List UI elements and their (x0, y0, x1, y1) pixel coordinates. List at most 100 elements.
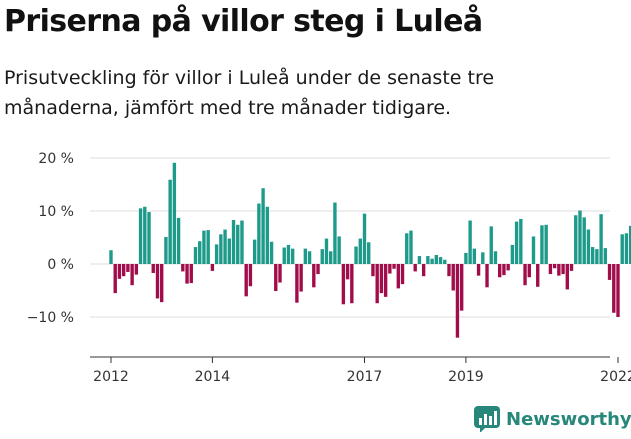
bar (430, 258, 434, 264)
bar (126, 264, 130, 272)
bar (143, 206, 147, 264)
bar (603, 248, 608, 264)
bar (210, 264, 215, 271)
bar (117, 264, 122, 279)
bar (434, 254, 439, 264)
bar (595, 249, 599, 264)
brand-badge[interactable]: Newsworthy (474, 406, 631, 432)
bar (455, 264, 460, 338)
bar (447, 264, 451, 277)
bar (383, 264, 388, 297)
bar (244, 264, 248, 297)
bar (278, 264, 282, 283)
bar (388, 264, 392, 274)
bar (536, 264, 540, 287)
bar (489, 226, 493, 264)
bar (316, 264, 320, 275)
bar (333, 202, 337, 264)
bar (367, 242, 371, 264)
bar (109, 250, 113, 264)
bar (269, 241, 274, 264)
bar (257, 203, 261, 264)
bar (240, 220, 244, 264)
bar (451, 264, 455, 291)
bar (421, 264, 426, 277)
bar (396, 264, 400, 289)
x-tick-label: 2019 (448, 369, 484, 385)
bar (481, 252, 485, 264)
bar (113, 264, 117, 294)
bar (307, 251, 312, 264)
bar (185, 264, 189, 284)
bar (312, 264, 316, 288)
bar (548, 264, 553, 275)
bar (160, 264, 164, 303)
bar (468, 220, 472, 264)
y-tick-label: −10 % (27, 310, 74, 326)
bar (345, 264, 350, 280)
bar (379, 264, 384, 294)
bar (151, 264, 155, 274)
bar (443, 259, 447, 264)
bar (392, 264, 396, 269)
bar (337, 236, 341, 264)
bar (620, 234, 624, 264)
y-tick-label: 10 % (38, 204, 74, 220)
bar (426, 256, 430, 264)
bar (612, 264, 616, 313)
bar (519, 218, 523, 264)
bar (206, 230, 210, 264)
bar (586, 229, 591, 264)
bar (569, 264, 574, 271)
bar (362, 213, 367, 264)
bar (350, 264, 354, 304)
bar (514, 221, 519, 264)
bar (176, 217, 181, 264)
bar (303, 248, 308, 264)
bar (214, 244, 219, 264)
bar (527, 264, 531, 278)
x-tick-label: 2022 (600, 369, 631, 385)
chart-title: Priserna på villor steg i Luleå (4, 4, 483, 39)
bar (121, 264, 126, 277)
bar (181, 264, 185, 272)
bar (290, 248, 295, 264)
chart-subtitle: Prisutveckling för villor i Luleå under … (4, 67, 495, 119)
bar (472, 248, 477, 264)
bar (574, 215, 578, 264)
bar (329, 251, 333, 264)
bar (565, 264, 569, 290)
bar (616, 264, 620, 317)
bar (138, 208, 143, 264)
bar (590, 247, 595, 264)
bar (282, 247, 286, 264)
x-tick-label: 2017 (347, 369, 383, 385)
bar (498, 264, 502, 278)
bar (193, 247, 198, 264)
bar (371, 264, 375, 277)
bar (607, 264, 612, 280)
bar (354, 246, 358, 264)
bar (219, 234, 223, 264)
bar (320, 249, 324, 264)
bar (295, 264, 299, 303)
y-tick-label: 20 % (38, 151, 74, 167)
bar (493, 251, 498, 264)
bar (502, 264, 506, 276)
bar (544, 224, 548, 264)
bar (155, 264, 160, 299)
bar (417, 256, 422, 264)
bar (557, 264, 561, 276)
bar (375, 264, 379, 304)
x-tick-label: 2012 (93, 369, 129, 385)
bar (147, 212, 151, 264)
bar (405, 233, 409, 264)
bar (628, 225, 631, 264)
bar-chart: −10 %0 %10 %20 %201220142017201920222024… (27, 151, 631, 385)
bar (324, 238, 329, 264)
bar (476, 264, 481, 276)
bar (531, 236, 536, 264)
bar (582, 217, 586, 264)
bar (552, 264, 557, 269)
bar (198, 241, 202, 264)
